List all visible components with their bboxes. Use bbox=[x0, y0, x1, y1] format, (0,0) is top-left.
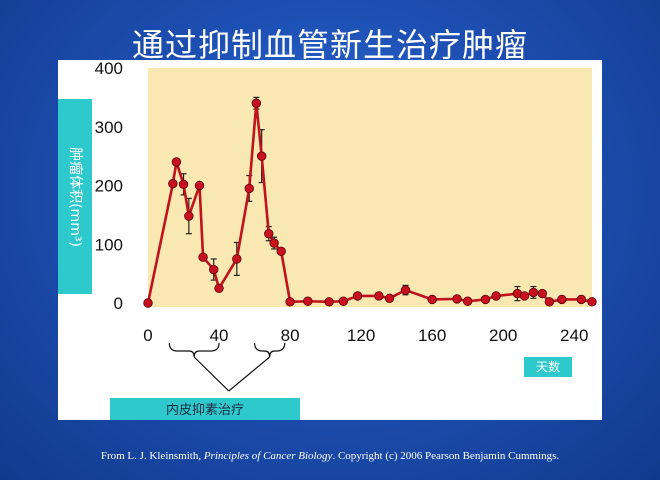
data-point bbox=[352, 291, 363, 301]
data-point bbox=[374, 291, 384, 301]
x-tick-label: 200 bbox=[489, 326, 517, 345]
data-point bbox=[232, 254, 242, 264]
treatment-brace bbox=[253, 342, 286, 358]
data-point bbox=[528, 287, 539, 298]
treatment-label-box bbox=[110, 398, 300, 420]
data-point bbox=[264, 228, 274, 239]
data-point bbox=[303, 296, 313, 306]
data-point bbox=[480, 294, 491, 305]
source-credit: From L. J. Kleinsmith, Principles of Can… bbox=[0, 450, 660, 462]
tumor-volume-chart: 0 100 200 300 400 0 40 80 120 160 200 240 肿瘤体积(mm³… bbox=[58, 60, 597, 420]
data-point bbox=[491, 291, 501, 301]
data-point bbox=[587, 297, 597, 307]
data-point bbox=[400, 285, 411, 295]
chart-panel: 0 100 200 300 400 0 40 80 120 160 200 240 肿瘤体积(mm³… bbox=[58, 60, 602, 420]
data-point bbox=[198, 252, 208, 262]
data-point bbox=[338, 296, 349, 306]
data-point bbox=[452, 294, 462, 304]
credit-suffix: . Copyright (c) 2006 Pearson Benjamin Cu… bbox=[332, 450, 560, 462]
data-point bbox=[168, 179, 178, 189]
data-point bbox=[285, 297, 295, 307]
treatment-brace bbox=[168, 342, 220, 358]
data-points bbox=[143, 98, 597, 308]
x-tick-label: 240 bbox=[560, 326, 588, 345]
data-point bbox=[184, 211, 194, 221]
credit-book-title: Principles of Cancer Biology bbox=[203, 450, 333, 462]
y-axis: 0 100 200 300 400 bbox=[95, 60, 123, 313]
data-point bbox=[244, 183, 254, 194]
x-tick-label: 80 bbox=[281, 326, 300, 345]
data-point bbox=[171, 157, 182, 167]
y-axis-label: 肿瘤体积(mm³) bbox=[67, 147, 84, 247]
y-tick-label: 200 bbox=[95, 177, 123, 196]
data-point bbox=[209, 264, 219, 275]
y-axis-label-box bbox=[58, 99, 92, 294]
x-tick-label: 40 bbox=[210, 326, 229, 345]
data-point bbox=[427, 294, 437, 305]
data-point bbox=[251, 98, 262, 108]
plot-area bbox=[148, 68, 592, 307]
treatment-pointer-line bbox=[228, 356, 271, 392]
x-tick-label: 0 bbox=[143, 326, 152, 345]
data-point bbox=[256, 151, 267, 161]
treatment-pointer-line bbox=[193, 356, 230, 392]
credit-prefix: From L. J. Kleinsmith, bbox=[100, 450, 204, 462]
data-point bbox=[462, 296, 473, 306]
data-point bbox=[143, 298, 153, 308]
x-axis-label-box bbox=[524, 357, 572, 377]
data-point bbox=[544, 297, 555, 307]
data-point bbox=[519, 291, 530, 301]
x-axis-label: 天数 bbox=[536, 359, 560, 374]
data-point bbox=[576, 294, 587, 305]
data-point bbox=[214, 283, 224, 294]
data-point bbox=[324, 297, 334, 307]
x-tick-label: 160 bbox=[418, 326, 446, 345]
data-point bbox=[194, 180, 205, 191]
y-tick-label: 0 bbox=[114, 294, 123, 313]
x-tick-label: 120 bbox=[347, 326, 375, 345]
slide-title: 通过抑制血管新生治疗肿瘤 bbox=[131, 26, 528, 64]
y-tick-label: 300 bbox=[95, 118, 123, 137]
y-tick-label: 400 bbox=[95, 60, 123, 78]
treatment-braces bbox=[168, 342, 286, 392]
data-point bbox=[178, 179, 189, 190]
data-point bbox=[557, 294, 567, 305]
data-point bbox=[269, 238, 279, 248]
treatment-label: 内皮抑素治疗 bbox=[166, 402, 244, 418]
data-point bbox=[537, 288, 547, 299]
data-point bbox=[384, 293, 395, 304]
data-point bbox=[276, 246, 286, 257]
x-axis: 0 40 80 120 160 200 240 bbox=[143, 326, 588, 345]
y-tick-label: 100 bbox=[95, 235, 123, 254]
